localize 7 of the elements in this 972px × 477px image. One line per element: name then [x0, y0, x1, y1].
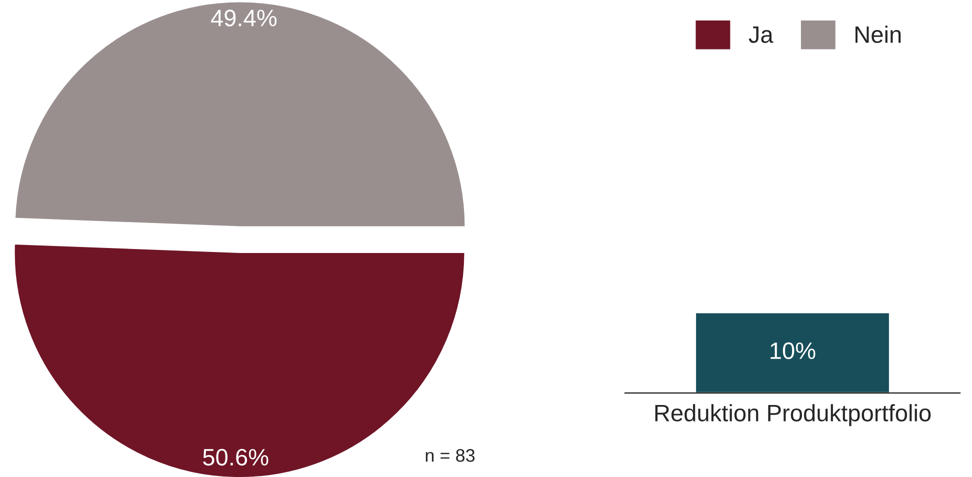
legend-label: Ja [748, 26, 774, 43]
data-label: 50.6% [203, 448, 268, 466]
data-label: 49.4% [210, 10, 277, 26]
legend-label: Nein [856, 26, 901, 43]
data-label: 10% [770, 342, 816, 360]
text: n = 83 [426, 449, 475, 462]
x-tick-label: Reduktion Produktportfolio [655, 404, 931, 426]
